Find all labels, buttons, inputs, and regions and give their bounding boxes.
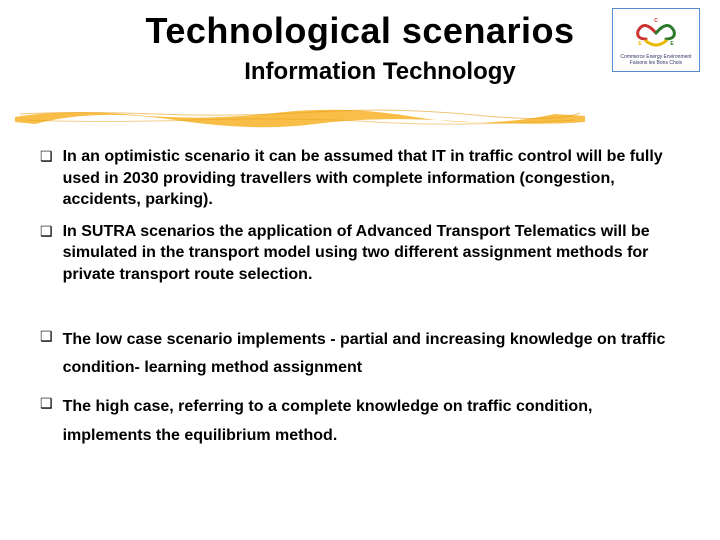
svg-text:E: E <box>638 41 642 47</box>
list-item: ❑ The low case scenario implements - par… <box>40 326 680 384</box>
list-item: ❑ The high case, referring to a complete… <box>40 393 680 451</box>
list-item: ❑ In an optimistic scenario it can be as… <box>40 146 680 211</box>
bullet-marker-icon: ❑ <box>40 395 53 412</box>
bullet-text: The high case, referring to a complete k… <box>63 393 680 451</box>
slide-subtitle: Information Technology <box>204 58 516 86</box>
svg-text:E: E <box>670 41 674 47</box>
bullet-marker-icon: ❑ <box>40 223 53 240</box>
bullet-marker-icon: ❑ <box>40 148 53 165</box>
content-area: ❑ In an optimistic scenario it can be as… <box>0 86 720 451</box>
bullet-text: In an optimistic scenario it can be assu… <box>63 146 680 211</box>
logo-bottom-text: Faisons les Bons Choix <box>630 60 682 66</box>
bullet-text: The low case scenario implements - parti… <box>63 326 680 384</box>
bullet-text: In SUTRA scenarios the application of Ad… <box>63 221 680 286</box>
svg-text:C: C <box>654 18 658 24</box>
bullet-marker-icon: ❑ <box>40 328 53 345</box>
list-item: ❑ In SUTRA scenarios the application of … <box>40 221 680 286</box>
logo-badge: C E E Commerce Energy Environment Faison… <box>612 8 700 72</box>
